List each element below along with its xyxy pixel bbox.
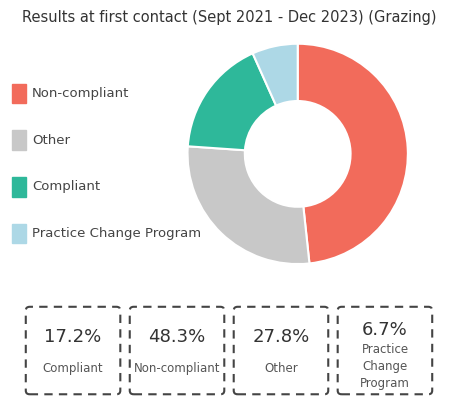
Text: Results at first contact (Sept 2021 - Dec 2023) (Grazing): Results at first contact (Sept 2021 - De…: [22, 10, 436, 25]
Text: Compliant: Compliant: [32, 181, 100, 194]
FancyBboxPatch shape: [130, 307, 224, 394]
Wedge shape: [187, 146, 310, 264]
Text: Non-compliant: Non-compliant: [32, 87, 130, 100]
Wedge shape: [188, 53, 276, 150]
Text: Other: Other: [32, 134, 70, 147]
Bar: [12, 177, 27, 196]
Text: Practice
Change
Program: Practice Change Program: [360, 343, 410, 390]
Wedge shape: [298, 44, 408, 263]
FancyBboxPatch shape: [26, 307, 120, 394]
Text: Non-compliant: Non-compliant: [134, 362, 220, 375]
Wedge shape: [253, 44, 298, 106]
Text: 6.7%: 6.7%: [362, 322, 408, 339]
Text: 27.8%: 27.8%: [252, 328, 310, 346]
Text: Practice Change Program: Practice Change Program: [32, 227, 202, 240]
Text: 48.3%: 48.3%: [148, 328, 206, 346]
FancyBboxPatch shape: [234, 307, 328, 394]
Bar: [12, 224, 27, 243]
Bar: [12, 130, 27, 150]
FancyBboxPatch shape: [338, 307, 432, 394]
Text: Other: Other: [264, 362, 298, 375]
Bar: [12, 84, 27, 103]
Text: Compliant: Compliant: [43, 362, 104, 375]
Text: 17.2%: 17.2%: [44, 328, 102, 346]
